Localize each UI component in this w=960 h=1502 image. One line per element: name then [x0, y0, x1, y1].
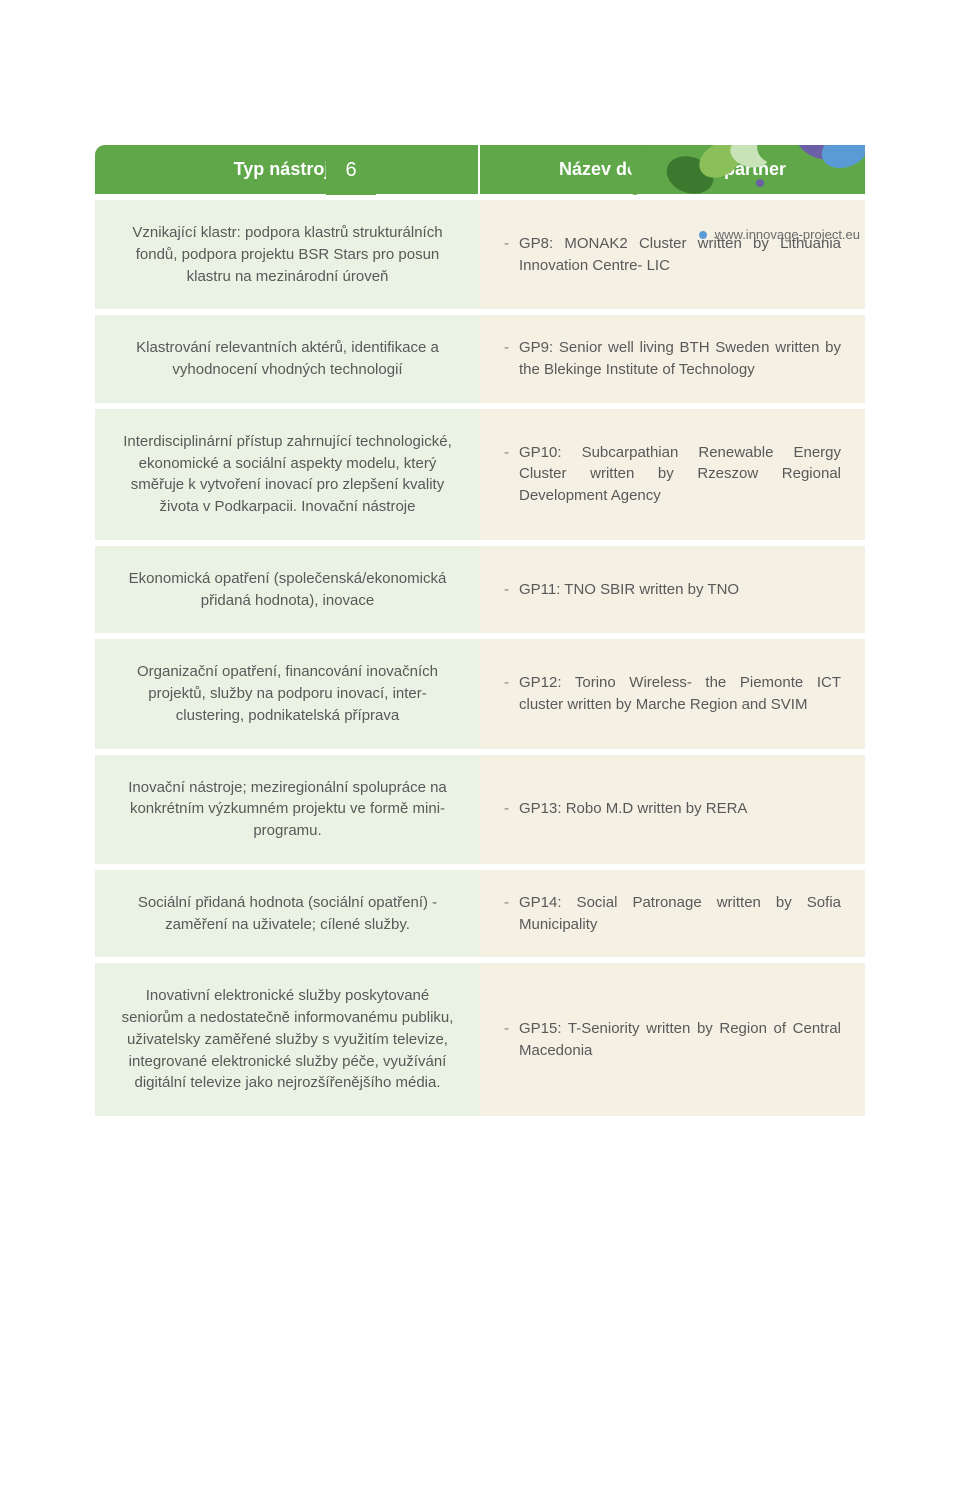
- page-number: 6: [345, 159, 356, 182]
- row-name-cell: -GP11: TNO SBIR written by TNO: [480, 546, 865, 634]
- table-body: Vznikající klastr: podpora klastrů struk…: [95, 200, 865, 1116]
- table-header-row: Typ nástroje Název dobré praxe/partner: [95, 145, 865, 194]
- bullet-dot-icon: [699, 231, 707, 239]
- row-name-cell: -GP14: Social Patronage written by Sofia…: [480, 870, 865, 958]
- row-type-text: Inovativní elektronické služby poskytova…: [119, 985, 456, 1094]
- row-type-text: Ekonomická opatření (společenská/ekonomi…: [119, 568, 456, 612]
- row-type-cell: Inovační nástroje; meziregionální spolup…: [95, 755, 480, 864]
- row-name-inner: -GP11: TNO SBIR written by TNO: [504, 579, 841, 601]
- row-name-text: GP15: T-Seniority written by Region of C…: [519, 1018, 841, 1062]
- row-name-text: GP11: TNO SBIR written by TNO: [519, 579, 841, 601]
- row-name-inner: -GP13: Robo M.D written by RERA: [504, 798, 841, 820]
- row-type-cell: Klastrování relevantních aktérů, identif…: [95, 315, 480, 403]
- table-row: Ekonomická opatření (společenská/ekonomi…: [95, 546, 865, 634]
- row-type-cell: Vznikající klastr: podpora klastrů struk…: [95, 200, 480, 309]
- table-row: Klastrování relevantních aktérů, identif…: [95, 315, 865, 403]
- row-name-inner: -GP15: T-Seniority written by Region of …: [504, 1018, 841, 1062]
- row-type-cell: Ekonomická opatření (společenská/ekonomi…: [95, 546, 480, 634]
- row-type-text: Vznikající klastr: podpora klastrů struk…: [119, 222, 456, 287]
- url-text: www.innovage-project.eu: [715, 227, 860, 242]
- row-name-cell: -GP8: MONAK2 Cluster written by Lithuani…: [480, 200, 865, 309]
- dash-icon: -: [504, 337, 519, 381]
- row-name-inner: -GP12: Torino Wireless- the Piemonte ICT…: [504, 672, 841, 716]
- row-name-cell: -GP15: T-Seniority written by Region of …: [480, 963, 865, 1116]
- table-row: Inovační nástroje; meziregionální spolup…: [95, 755, 865, 864]
- table-row: Organizační opatření, financování inovač…: [95, 639, 865, 748]
- table-row: Inovativní elektronické služby poskytova…: [95, 963, 865, 1116]
- dash-icon: -: [504, 892, 519, 936]
- row-name-text: GP12: Torino Wireless- the Piemonte ICT …: [519, 672, 841, 716]
- table-row: Interdisciplinární přístup zahrnující te…: [95, 409, 865, 540]
- table-row: Sociální přidaná hodnota (sociální opatř…: [95, 870, 865, 958]
- row-name-inner: -GP9: Senior well living BTH Sweden writ…: [504, 337, 841, 381]
- row-name-cell: -GP9: Senior well living BTH Sweden writ…: [480, 315, 865, 403]
- row-type-text: Inovační nástroje; meziregionální spolup…: [119, 777, 456, 842]
- dash-icon: -: [504, 579, 519, 601]
- row-name-text: GP13: Robo M.D written by RERA: [519, 798, 841, 820]
- row-type-text: Klastrování relevantních aktérů, identif…: [119, 337, 456, 381]
- row-name-cell: -GP10: Subcarpathian Renewable Energy Cl…: [480, 409, 865, 540]
- header-cell-type: Typ nástroje: [95, 145, 480, 194]
- header-url: www.innovage-project.eu: [699, 227, 860, 242]
- page-number-badge: 6: [326, 145, 376, 195]
- dash-icon: -: [504, 672, 519, 716]
- row-name-cell: -GP13: Robo M.D written by RERA: [480, 755, 865, 864]
- row-name-text: GP9: Senior well living BTH Sweden writt…: [519, 337, 841, 381]
- row-name-inner: -GP14: Social Patronage written by Sofia…: [504, 892, 841, 936]
- dash-icon: -: [504, 1018, 519, 1062]
- dash-icon: -: [504, 798, 519, 820]
- row-type-text: Interdisciplinární přístup zahrnující te…: [119, 431, 456, 518]
- dash-icon: -: [504, 442, 519, 507]
- row-type-cell: Sociální přidaná hodnota (sociální opatř…: [95, 870, 480, 958]
- row-name-text: GP14: Social Patronage written by Sofia …: [519, 892, 841, 936]
- row-name-text: GP10: Subcarpathian Renewable Energy Clu…: [519, 442, 841, 507]
- row-type-text: Organizační opatření, financování inovač…: [119, 661, 456, 726]
- page: 6 www.innovage-project.eu Typ nástroje N…: [0, 145, 960, 1502]
- row-name-cell: -GP12: Torino Wireless- the Piemonte ICT…: [480, 639, 865, 748]
- dash-icon: -: [504, 233, 519, 277]
- row-name-inner: -GP10: Subcarpathian Renewable Energy Cl…: [504, 442, 841, 507]
- row-type-text: Sociální přidaná hodnota (sociální opatř…: [119, 892, 456, 936]
- row-type-cell: Inovativní elektronické služby poskytova…: [95, 963, 480, 1116]
- row-type-cell: Interdisciplinární přístup zahrnující te…: [95, 409, 480, 540]
- practice-table: Typ nástroje Název dobré praxe/partner V…: [95, 145, 865, 1116]
- header-cell-name: Název dobré praxe/partner: [480, 145, 865, 194]
- table-row: Vznikající klastr: podpora klastrů struk…: [95, 200, 865, 309]
- row-type-cell: Organizační opatření, financování inovač…: [95, 639, 480, 748]
